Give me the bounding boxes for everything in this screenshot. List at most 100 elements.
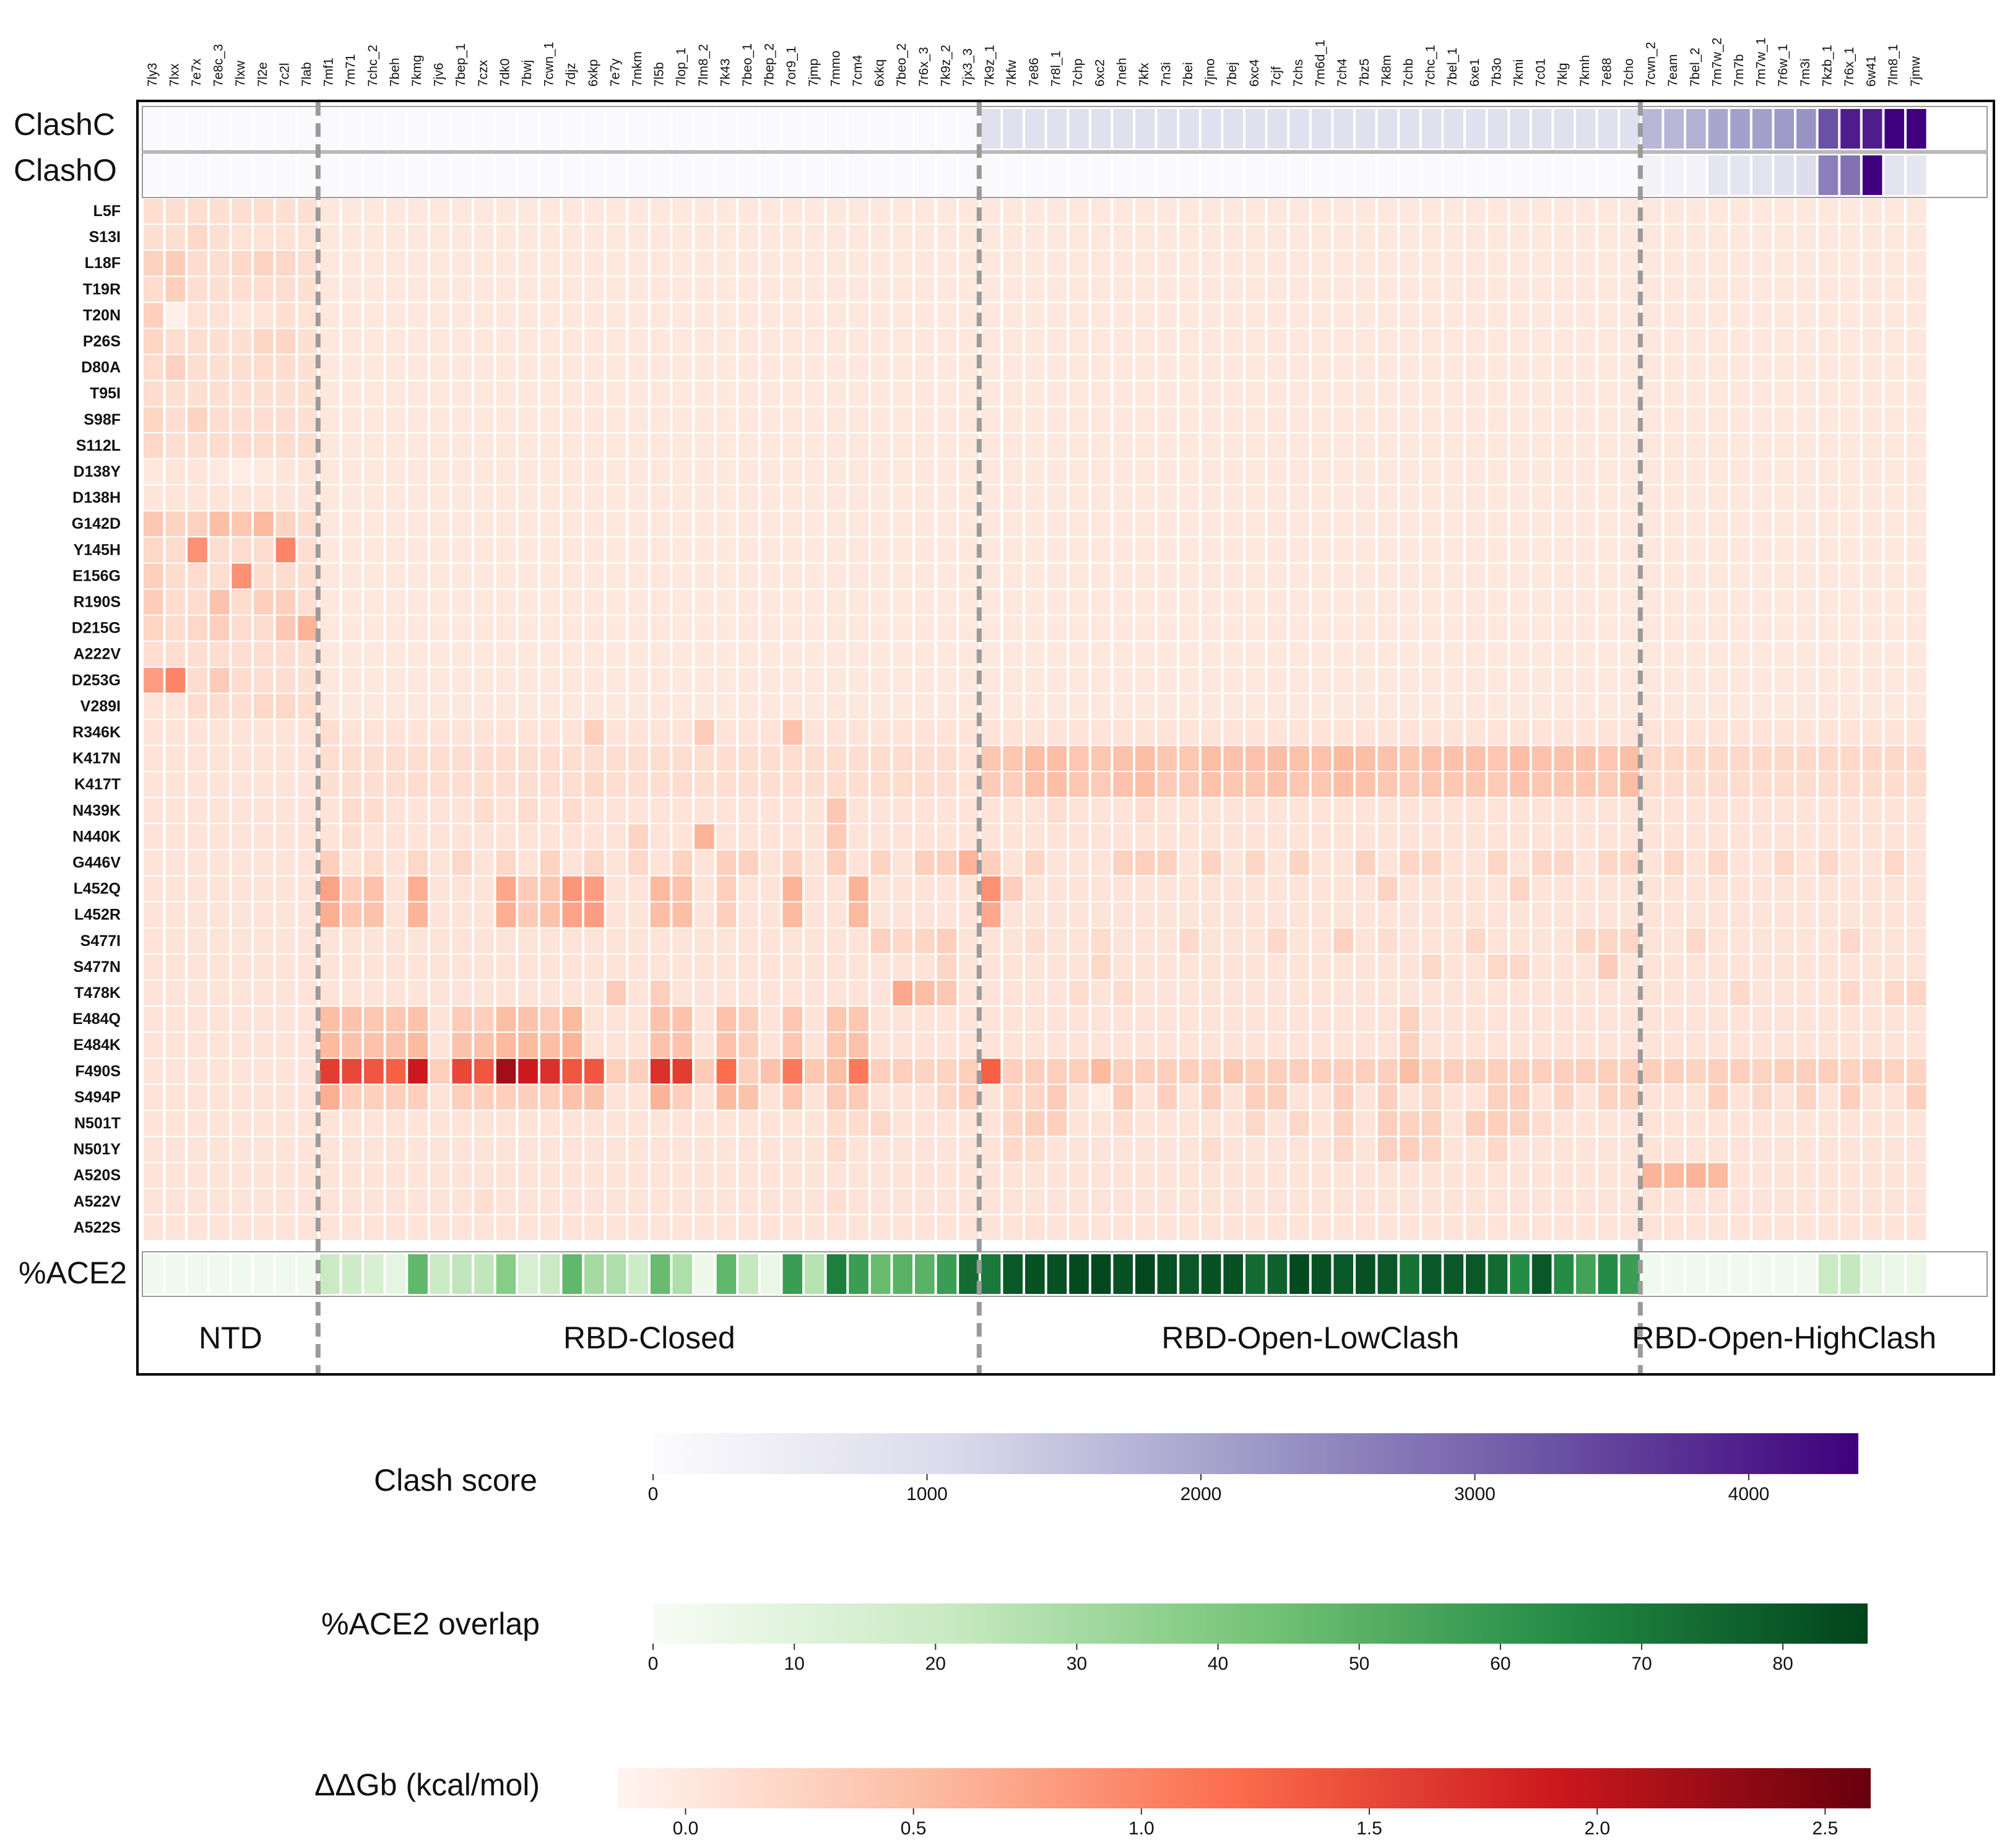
ddg-cell	[1091, 537, 1111, 563]
ddg-cell	[518, 954, 538, 979]
ddg-cell	[1069, 876, 1089, 901]
ddg-cell	[386, 329, 406, 354]
ddg-cell	[474, 1007, 494, 1032]
clashc-box	[142, 106, 1988, 152]
ddg-cell	[1554, 693, 1574, 719]
column-label: 7chp	[1071, 58, 1085, 87]
ddg-cell	[1620, 433, 1640, 458]
ddg-cell	[275, 1189, 296, 1214]
ddg-cell	[981, 954, 1001, 979]
ddg-cell	[1069, 1137, 1089, 1162]
ddg-cell	[342, 355, 362, 380]
ddg-cell	[584, 1085, 604, 1110]
ddg-cell	[1554, 928, 1574, 953]
ddg-cell	[540, 225, 560, 250]
ddg-cell	[165, 981, 186, 1005]
ddg-cell	[1554, 746, 1574, 771]
ddg-cell	[1311, 225, 1332, 250]
ddg-cell	[672, 641, 692, 667]
ddg-cell	[826, 433, 847, 458]
ddg-cell	[1245, 329, 1265, 354]
mutation-label: T95I	[90, 385, 121, 402]
ddg-cell	[584, 563, 604, 589]
ddg-cell	[1730, 693, 1750, 719]
ddg-cell	[518, 355, 538, 380]
ddg-cell	[1069, 1059, 1089, 1084]
ddg-cell	[430, 459, 450, 484]
ddg-cell	[893, 746, 912, 771]
ddg-cell	[805, 850, 825, 875]
ddg-cell	[540, 693, 560, 719]
ddg-cell	[298, 1033, 318, 1058]
ddg-cell	[716, 407, 737, 432]
ddg-cell	[1356, 876, 1375, 901]
ddg-cell	[1047, 1189, 1067, 1214]
ddg-cell	[1598, 485, 1618, 511]
ddg-cell	[1333, 511, 1353, 537]
ddg-cell	[188, 1215, 207, 1240]
mutation-label: D138H	[72, 489, 121, 506]
ddg-cell	[209, 772, 230, 797]
ddg-cell	[430, 798, 450, 823]
ddg-cell	[1730, 303, 1750, 328]
ddg-cell	[144, 1189, 163, 1214]
ddg-cell	[695, 1215, 714, 1240]
ddg-cell	[1531, 1007, 1552, 1032]
ddg-cell	[1201, 824, 1221, 849]
ddg-cell	[1531, 824, 1552, 849]
ddg-cell	[1708, 459, 1728, 484]
ddg-cell	[826, 1189, 847, 1214]
ddg-cell	[915, 746, 935, 771]
group-label: RBD-Open-HighClash	[1632, 1321, 1936, 1355]
ddg-cell	[540, 537, 560, 563]
mutation-label: D215G	[72, 620, 121, 637]
ddg-cell	[408, 720, 428, 745]
ddg-cell	[1796, 772, 1816, 797]
ddg-cell	[981, 329, 1001, 354]
ddg-cell	[1157, 902, 1177, 927]
ddg-cell	[364, 954, 384, 979]
ddg-cell	[959, 537, 979, 563]
ace2-cell	[1686, 1254, 1706, 1294]
ddg-cell	[1377, 589, 1398, 615]
ddg-cell	[1113, 1007, 1133, 1032]
ddg-cell	[1752, 615, 1772, 641]
ddg-cell	[739, 746, 758, 771]
ddg-cell	[1752, 355, 1772, 380]
ddg-cell	[981, 251, 1001, 276]
column-label: 7k9z_2	[938, 45, 953, 87]
ace2-cell	[1466, 1254, 1486, 1294]
ddg-cell	[275, 251, 296, 276]
ddg-cell	[386, 798, 406, 823]
ddg-cell	[1311, 824, 1332, 849]
ddg-cell	[232, 381, 251, 406]
ddg-cell	[849, 381, 869, 406]
ddg-cell	[275, 798, 296, 823]
ddg-cell	[1510, 563, 1530, 589]
ddg-cell	[826, 850, 847, 875]
ddg-cell	[937, 850, 957, 875]
mutation-label: A222V	[74, 646, 121, 663]
ddg-cell	[364, 1215, 384, 1240]
ddg-cell	[1047, 511, 1067, 537]
ddg-cell	[672, 1033, 692, 1058]
ddg-cell	[144, 693, 163, 719]
ddg-cell	[695, 485, 714, 511]
ddg-cell	[496, 537, 516, 563]
ddg-cell	[1907, 720, 1926, 745]
ddg-cell	[870, 720, 891, 745]
ddg-cell	[1400, 1215, 1419, 1240]
ddg-cell	[937, 459, 957, 484]
ddg-cell	[1466, 850, 1486, 875]
ddg-cell	[1531, 1033, 1552, 1058]
ddg-cell	[1223, 1163, 1243, 1188]
ddg-cell	[893, 251, 912, 276]
ddg-cell	[518, 1111, 538, 1136]
ddg-cell	[870, 355, 891, 380]
ddg-cell	[826, 1163, 847, 1188]
ddg-cell	[937, 928, 957, 953]
ddg-cell	[1708, 902, 1728, 927]
ddg-cell	[1774, 746, 1794, 771]
ddg-cell	[1686, 746, 1706, 771]
ddg-cell	[1157, 1059, 1177, 1084]
